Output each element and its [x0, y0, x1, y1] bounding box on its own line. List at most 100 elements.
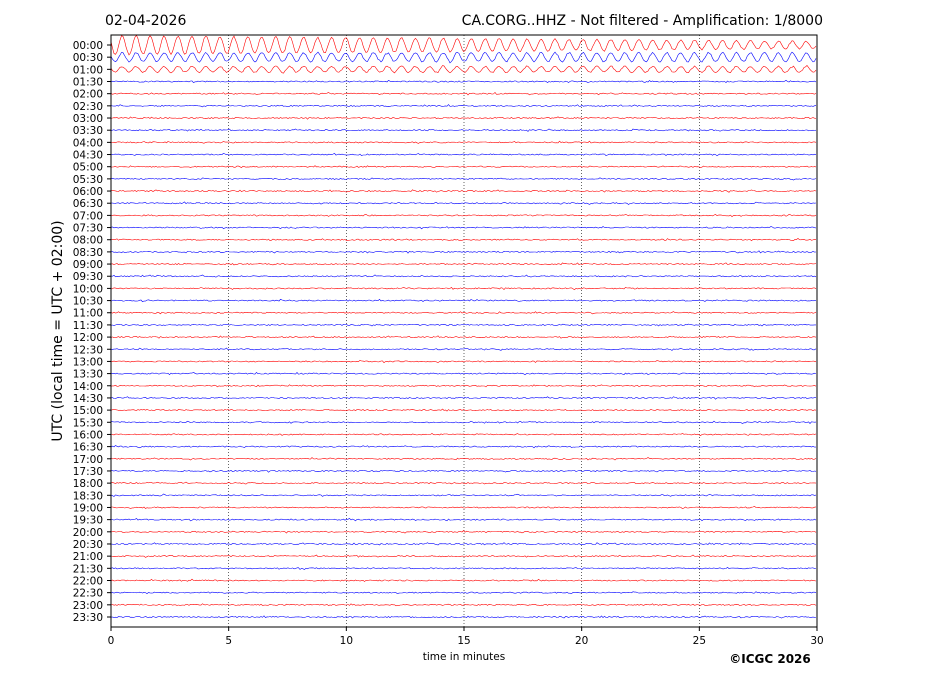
y-tick-label: 07:30 — [73, 223, 103, 235]
seismic-trace — [110, 274, 817, 278]
y-tick-label: 21:30 — [73, 563, 103, 575]
y-tick-label: 18:30 — [73, 490, 103, 502]
x-tick-label: 15 — [457, 635, 470, 647]
y-tick-label: 17:30 — [73, 466, 103, 478]
x-tick-label: 10 — [340, 635, 353, 647]
seismic-trace — [110, 153, 817, 157]
y-tick-label: 06:00 — [73, 186, 103, 198]
seismic-trace — [110, 311, 817, 315]
station-title: CA.CORG..HHZ - Not filtered - Amplificat… — [462, 13, 823, 29]
y-tick-label: 08:00 — [73, 235, 103, 247]
y-tick-label: 09:00 — [73, 259, 103, 271]
y-tick-label: 05:30 — [73, 174, 103, 186]
y-tick-label: 16:30 — [73, 442, 103, 454]
y-tick-label: 03:00 — [73, 113, 103, 125]
x-tick-label: 20 — [575, 635, 588, 647]
seismic-trace — [110, 457, 817, 461]
y-tick-label: 07:00 — [73, 210, 103, 222]
y-tick-label: 20:30 — [73, 539, 103, 551]
seismic-trace — [110, 201, 817, 205]
y-tick-label: 12:30 — [73, 344, 103, 356]
seismic-trace — [110, 298, 816, 303]
seismic-trace — [110, 481, 817, 485]
seismic-trace — [110, 104, 817, 108]
seismic-trace — [110, 65, 817, 74]
y-tick-label: 14:00 — [73, 381, 103, 393]
y-tick-label: 00:00 — [73, 40, 103, 52]
seismic-trace — [110, 116, 817, 120]
y-tick-label: 09:30 — [73, 271, 103, 283]
seismic-trace — [110, 591, 817, 595]
y-tick-label: 22:30 — [73, 588, 103, 600]
date-title: 02-04-2026 — [105, 13, 186, 29]
y-tick-label: 01:30 — [73, 77, 103, 89]
seismic-trace — [110, 371, 817, 376]
x-tick-label: 25 — [693, 635, 706, 647]
y-tick-label: 13:30 — [73, 369, 103, 381]
seismic-trace — [110, 603, 817, 607]
y-tick-label: 11:00 — [73, 308, 103, 320]
seismic-trace — [110, 262, 817, 266]
y-tick-label: 12:00 — [73, 332, 103, 344]
y-tick-label: 05:00 — [73, 162, 103, 174]
seismic-trace — [110, 165, 817, 169]
y-tick-label: 13:00 — [73, 356, 103, 368]
y-tick-label: 04:00 — [73, 137, 103, 149]
y-tick-label: 23:30 — [73, 612, 103, 624]
seismic-trace — [110, 250, 817, 254]
seismic-trace — [110, 554, 817, 558]
seismic-trace — [110, 226, 817, 230]
y-axis-label: UTC (local time = UTC + 02:00) — [50, 220, 66, 441]
seismic-trace — [110, 177, 817, 181]
y-tick-label: 02:30 — [73, 101, 103, 113]
y-tick-label: 04:30 — [73, 150, 103, 162]
y-tick-label: 19:00 — [73, 502, 103, 514]
y-tick-label: 00:30 — [73, 52, 103, 64]
seismic-trace — [110, 396, 817, 400]
seismic-trace — [111, 506, 817, 510]
seismic-trace — [110, 286, 817, 291]
seismic-trace — [110, 445, 816, 449]
y-tick-label: 14:30 — [73, 393, 103, 405]
y-tick-label: 15:00 — [73, 405, 103, 417]
seismic-trace — [110, 51, 817, 64]
y-tick-label: 20:00 — [73, 527, 103, 539]
y-tick-label: 11:30 — [73, 320, 103, 332]
seismic-trace — [111, 189, 817, 193]
y-tick-label: 17:00 — [73, 454, 103, 466]
seismic-trace — [110, 140, 817, 144]
x-tick-label: 0 — [108, 635, 115, 647]
seismic-trace — [111, 359, 817, 364]
y-tick-label: 21:00 — [73, 551, 103, 563]
seismic-trace — [111, 615, 817, 619]
y-tick-label: 18:00 — [73, 478, 103, 490]
seismic-trace — [110, 347, 817, 351]
seismic-trace — [110, 408, 817, 412]
y-tick-label: 02:00 — [73, 89, 103, 101]
seismic-trace — [110, 530, 817, 534]
seismic-trace — [110, 79, 817, 84]
y-tick-label: 06:30 — [73, 198, 103, 210]
y-tick-label: 19:30 — [73, 515, 103, 527]
seismic-trace — [110, 128, 817, 132]
seismic-trace — [110, 384, 817, 388]
seismic-trace — [110, 91, 817, 96]
y-tick-label: 01:00 — [73, 64, 103, 76]
y-tick-label: 03:30 — [73, 125, 103, 137]
seismic-trace — [110, 238, 817, 242]
y-tick-label: 16:00 — [73, 429, 103, 441]
seismic-trace — [110, 567, 817, 570]
seismic-trace — [110, 469, 817, 473]
y-tick-label: 10:30 — [73, 296, 103, 308]
y-tick-label: 15:30 — [73, 417, 103, 429]
seismic-trace — [110, 335, 817, 339]
seismic-trace — [110, 518, 817, 522]
seismic-trace — [110, 323, 816, 327]
x-tick-label: 30 — [810, 635, 823, 647]
seismic-trace — [110, 34, 817, 56]
seismic-trace — [110, 213, 817, 218]
seismic-trace — [111, 420, 817, 424]
x-axis-label: time in minutes — [423, 651, 505, 663]
